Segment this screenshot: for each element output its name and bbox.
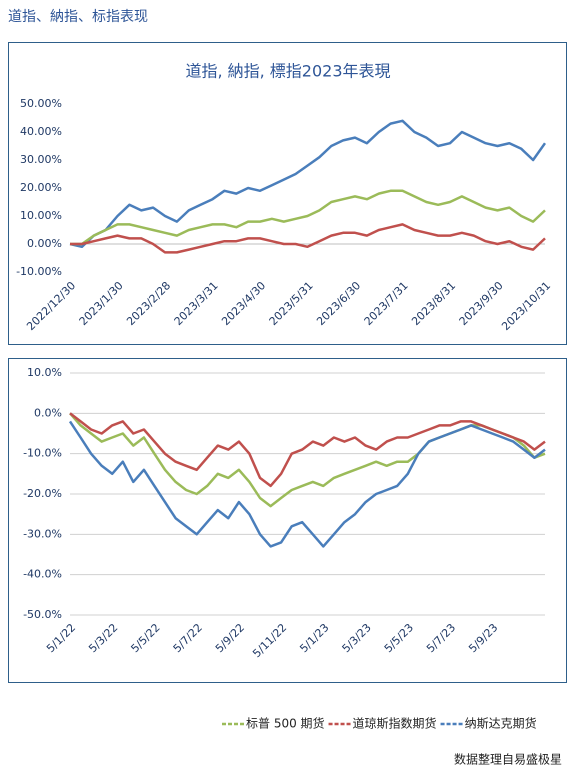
y-tick-label: -40.0% [23,568,62,581]
data-line [69,119,547,249]
y-tick-label: 40.00% [20,125,62,138]
y-tick-label: 0.0% [34,406,62,419]
source-note: 数据整理自易盛极星 [454,752,562,767]
chart-frame [8,358,567,683]
chart-title: 道指, 納指, 標指2023年表現 [185,62,390,81]
y-tick-label: -10.00% [16,265,62,278]
y-tick-label: 10.0% [27,366,62,379]
page-header: 道指、納指、标指表现 [8,9,148,25]
y-tick-label: 20.00% [20,181,62,194]
y-tick-label: 10.00% [20,209,62,222]
data-line [70,189,546,246]
chart-frame [8,42,567,345]
legend-label: 道琼斯指数期货 [353,716,437,731]
y-tick-label: 30.00% [20,153,62,166]
legend-label: 纳斯达克期货 [465,716,537,731]
y-tick-label: -10.0% [23,447,62,460]
y-tick-label: -30.0% [23,527,62,540]
y-tick-label: -20.0% [23,487,62,500]
data-line [69,412,546,488]
y-tick-label: -50.0% [23,608,62,621]
y-tick-label: 0.00% [27,237,62,250]
data-line [70,223,546,254]
y-tick-label: 50.00% [20,97,62,110]
legend-label: 标普 500 期货 [246,716,325,731]
data-line [68,420,546,548]
